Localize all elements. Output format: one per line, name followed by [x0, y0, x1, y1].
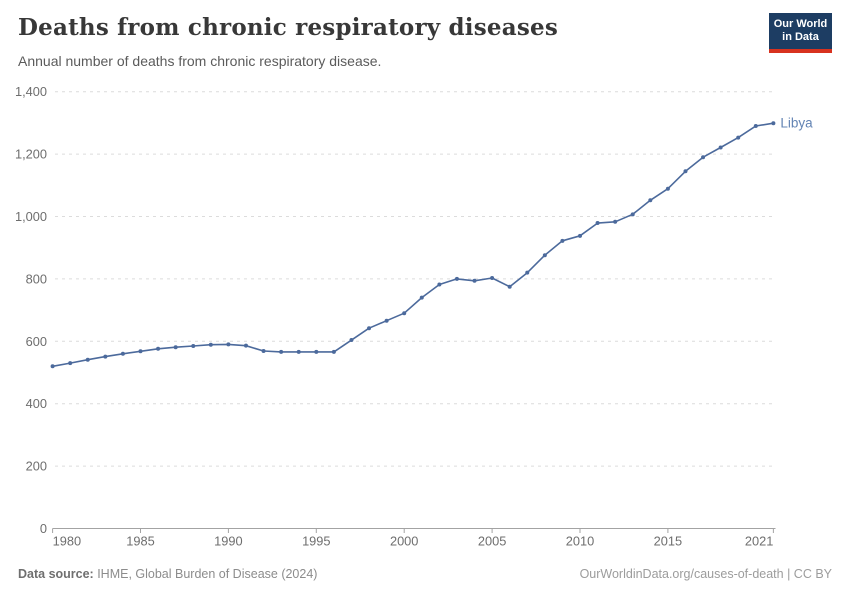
data-point — [208, 342, 213, 347]
y-axis-label: 1,200 — [15, 147, 47, 162]
x-axis-label: 1985 — [126, 534, 154, 549]
data-point — [595, 221, 600, 226]
data-point — [718, 145, 723, 150]
data-point — [296, 349, 301, 354]
data-point — [261, 348, 266, 353]
chart-footer: Data source: IHME, Global Burden of Dise… — [18, 567, 832, 587]
page-title: Deaths from chronic respiratory diseases — [18, 14, 558, 41]
data-source-text: IHME, Global Burden of Disease (2024) — [93, 567, 318, 581]
x-axis-label: 2000 — [390, 534, 418, 549]
data-point — [331, 349, 336, 354]
data-point — [226, 342, 231, 347]
data-point — [560, 238, 565, 243]
data-point — [454, 276, 459, 281]
data-point — [437, 282, 442, 287]
data-point — [701, 155, 706, 160]
data-point — [665, 186, 670, 191]
data-point — [490, 275, 495, 280]
y-axis-label: 0 — [40, 521, 47, 536]
data-point — [507, 284, 512, 289]
data-point — [349, 338, 354, 343]
data-point — [648, 198, 653, 203]
y-axis-label: 1,400 — [15, 84, 47, 99]
y-axis-label: 1,000 — [15, 209, 47, 224]
data-point — [191, 343, 196, 348]
x-axis-label: 2005 — [478, 534, 506, 549]
x-axis-label: 1980 — [53, 534, 81, 549]
data-point — [525, 270, 530, 275]
owid-logo-line1: Our World — [773, 18, 828, 30]
data-point — [50, 364, 55, 369]
y-axis-label: 800 — [26, 271, 47, 286]
data-source-note: Data source: IHME, Global Burden of Dise… — [18, 567, 317, 587]
data-point — [68, 361, 73, 366]
page-subtitle: Annual number of deaths from chronic res… — [18, 53, 382, 69]
y-axis-label: 200 — [26, 459, 47, 474]
data-point — [402, 311, 407, 316]
data-point — [243, 343, 248, 348]
y-axis-label: 400 — [26, 396, 47, 411]
x-axis-label: 2015 — [654, 534, 682, 549]
data-point — [156, 346, 161, 351]
owid-logo[interactable]: Our World in Data — [769, 13, 832, 53]
x-axis-label: 1990 — [214, 534, 242, 549]
data-point — [472, 278, 477, 283]
data-point — [613, 219, 618, 224]
x-axis-label: 2010 — [566, 534, 594, 549]
data-point — [103, 354, 108, 359]
entity-label: Libya — [780, 116, 813, 131]
data-source-label: Data source: — [18, 567, 94, 581]
data-point — [542, 253, 547, 258]
x-axis-label: 2021 — [745, 534, 773, 549]
data-point — [419, 295, 424, 300]
data-point — [173, 345, 178, 350]
data-point — [578, 233, 582, 238]
libya-line — [52, 122, 774, 368]
data-point — [384, 318, 389, 323]
x-axis-label: 1995 — [302, 534, 330, 549]
data-point — [683, 169, 688, 174]
data-point — [736, 135, 741, 140]
data-point — [85, 357, 90, 362]
data-point — [367, 326, 372, 331]
data-point — [314, 349, 319, 354]
data-point — [138, 349, 143, 354]
data-point — [120, 351, 125, 356]
data-point — [753, 124, 758, 129]
data-point — [279, 349, 284, 354]
data-point — [630, 212, 635, 217]
data-point — [771, 121, 776, 126]
footer-link[interactable]: OurWorldinData.org/causes-of-death | CC … — [579, 567, 832, 581]
y-axis-label: 600 — [26, 334, 47, 349]
owid-logo-line2: in Data — [782, 31, 819, 43]
